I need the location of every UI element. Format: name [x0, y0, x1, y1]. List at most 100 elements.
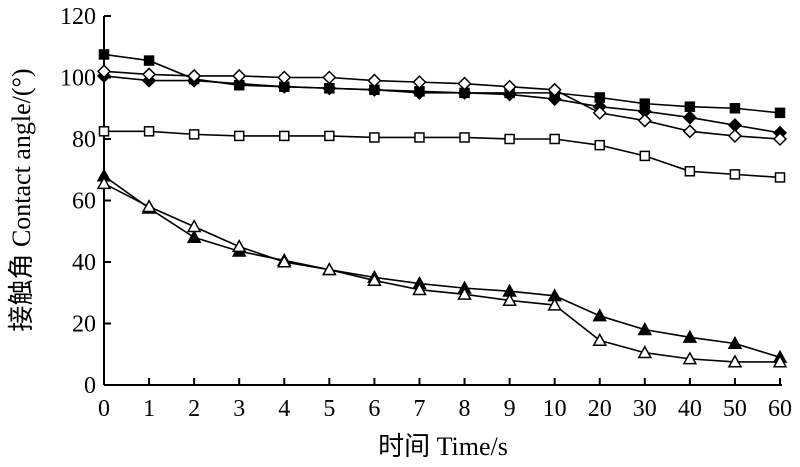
data-point — [772, 131, 788, 147]
data-point — [412, 85, 427, 100]
data-point — [96, 176, 112, 190]
data-point — [277, 70, 292, 85]
data-point — [684, 166, 696, 177]
data-point — [322, 262, 337, 276]
data-point — [729, 103, 741, 114]
series-line — [103, 75, 781, 134]
data-point — [547, 91, 562, 107]
data-point — [547, 297, 562, 311]
x-tick-label: 3 — [233, 396, 245, 422]
data-point — [727, 354, 743, 368]
data-point — [457, 286, 472, 300]
data-point — [682, 329, 698, 343]
data-point — [369, 132, 380, 143]
series-line — [103, 182, 780, 363]
x-tick-label: 5 — [323, 396, 335, 422]
data-point — [682, 351, 698, 365]
data-point — [142, 67, 157, 82]
data-point — [143, 55, 155, 66]
data-point — [231, 239, 247, 253]
x-tick-label: 30 — [633, 396, 657, 422]
data-point — [322, 81, 337, 96]
x-tick-label: 20 — [588, 396, 612, 422]
data-point — [727, 335, 743, 350]
series-1 — [96, 68, 788, 140]
data-point — [457, 76, 472, 91]
data-point — [729, 169, 741, 180]
data-point — [98, 49, 110, 60]
data-point — [412, 282, 427, 296]
data-point — [592, 105, 607, 120]
data-point — [774, 172, 786, 183]
y-axis-title: 接触角 Contact angle/(°) — [7, 68, 36, 331]
x-tick-label: 8 — [459, 396, 471, 422]
data-point — [322, 70, 337, 85]
data-point — [143, 126, 155, 137]
y-tick-label: 100 — [60, 66, 96, 92]
x-tick-label: 7 — [413, 396, 425, 422]
data-point — [457, 85, 472, 100]
y-tick-label: 60 — [72, 189, 96, 215]
data-point — [96, 64, 112, 79]
x-axis-title: 时间 Time/s — [378, 432, 508, 461]
series-5 — [96, 176, 788, 368]
data-point — [232, 76, 247, 91]
series-layer — [96, 49, 788, 368]
data-point — [414, 132, 425, 143]
data-point — [727, 128, 742, 143]
data-point — [187, 68, 202, 84]
data-point — [682, 124, 697, 139]
y-tick-label: 120 — [60, 4, 96, 30]
data-point — [459, 132, 470, 143]
x-tick-label: 1 — [143, 396, 155, 422]
series-line — [104, 130, 781, 179]
y-tick-label: 0 — [84, 373, 96, 399]
data-point — [637, 345, 653, 359]
y-tick-label: 40 — [72, 250, 96, 276]
data-point — [592, 332, 608, 346]
data-point — [277, 79, 292, 94]
data-point — [98, 126, 110, 137]
data-point — [774, 107, 786, 119]
data-point — [367, 82, 382, 97]
data-point — [502, 87, 517, 102]
data-point — [639, 150, 651, 162]
data-point — [547, 82, 562, 97]
data-point — [594, 139, 605, 151]
data-point — [502, 292, 517, 306]
axes: 0 20 40 60 80 100 120 0 1 2 3 4 5 6 7 8 9 10 20 30 40 50 60 — [60, 4, 792, 422]
data-point — [592, 308, 608, 322]
data-point — [141, 199, 157, 213]
series-line — [103, 175, 781, 359]
series-4 — [96, 168, 788, 363]
x-tick-label: 4 — [278, 396, 290, 422]
data-point — [186, 219, 202, 233]
x-tick-label: 10 — [543, 396, 567, 422]
data-point — [772, 354, 788, 368]
data-point — [279, 130, 290, 142]
data-point — [502, 79, 517, 94]
series-3 — [98, 126, 786, 183]
data-point — [549, 133, 560, 145]
data-point — [233, 130, 245, 142]
data-point — [637, 322, 653, 336]
data-point — [684, 101, 696, 112]
data-point — [412, 75, 427, 90]
x-tick-label: 6 — [368, 396, 380, 422]
y-tick-label: 20 — [72, 312, 96, 338]
y-tick-label: 80 — [72, 127, 96, 153]
data-point — [367, 73, 382, 88]
x-tick-label: 60 — [768, 396, 792, 422]
data-point — [324, 130, 335, 142]
data-point — [682, 110, 697, 125]
x-tick-label: 9 — [504, 396, 516, 422]
series-line — [103, 70, 781, 140]
x-tick-label: 0 — [98, 396, 110, 422]
series-2 — [96, 64, 788, 147]
x-tick-label: 40 — [678, 396, 702, 422]
x-tick-label: 2 — [188, 396, 200, 422]
data-point — [186, 229, 202, 243]
data-point — [504, 133, 515, 145]
x-tick-label: 50 — [723, 396, 747, 422]
